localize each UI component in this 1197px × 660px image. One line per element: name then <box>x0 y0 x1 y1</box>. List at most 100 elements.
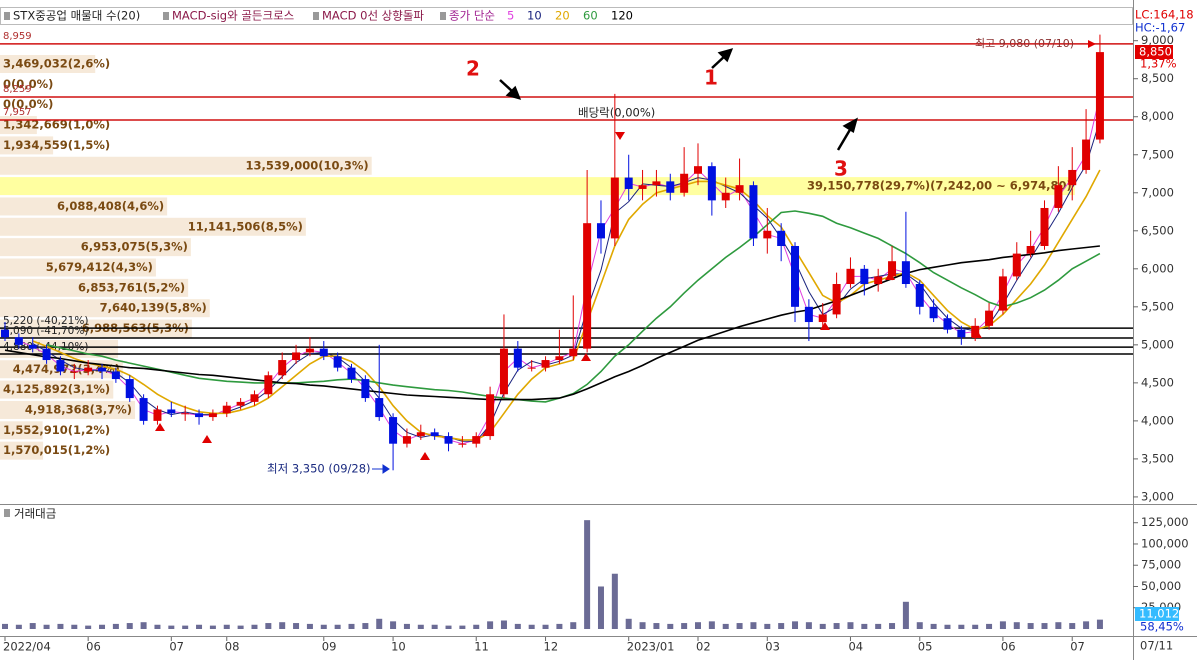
volume-bar <box>99 624 106 629</box>
volume-bar <box>154 624 161 629</box>
candle-body <box>347 367 356 380</box>
signal-up <box>420 452 430 460</box>
candle-body <box>499 348 508 395</box>
candle-body <box>181 413 190 415</box>
volume-bar <box>611 573 618 629</box>
volume-bar <box>833 623 840 629</box>
legend-entry: 10 <box>527 9 542 23</box>
signal-up <box>885 272 895 280</box>
signal-down <box>615 132 625 140</box>
candle-body <box>153 409 162 421</box>
volume-bar <box>168 625 175 629</box>
legend-entry: 5 <box>507 9 514 23</box>
candle-body <box>305 348 314 353</box>
candle-body <box>250 394 259 402</box>
candle-body <box>125 379 134 399</box>
icon <box>4 509 10 517</box>
profile-bar <box>0 441 44 460</box>
profile-bar <box>0 177 1075 196</box>
candle-body <box>513 348 522 368</box>
candle-body <box>777 230 786 246</box>
y-tick-label: 8,000 <box>1141 109 1174 123</box>
volume-bar <box>57 623 64 629</box>
volume-bar <box>528 624 535 629</box>
candle-body <box>389 417 398 444</box>
volume-bar <box>1041 623 1048 629</box>
volume-bar <box>708 621 715 629</box>
y-tick-label: 7,500 <box>1141 147 1174 161</box>
signal-up <box>998 302 1008 310</box>
candle-body <box>943 318 952 330</box>
y-tick-label: 4,500 <box>1141 375 1174 389</box>
x-tick-label: 11 <box>474 640 489 654</box>
volume-bar <box>1027 623 1034 629</box>
volume-bar <box>889 623 896 629</box>
candle-body <box>458 443 467 445</box>
candle-body <box>749 185 758 239</box>
candle-body <box>721 192 730 201</box>
current-change: 1,37% <box>1140 57 1177 71</box>
signal-up <box>581 353 591 361</box>
candle-body <box>846 268 855 285</box>
volume-bar <box>930 623 937 629</box>
volume-bar <box>805 622 812 629</box>
volume-profile: 3,469,032(2,6%) 0(0,0%) 0(0,0%) 1,342,669(1… <box>0 55 1075 460</box>
profile-bar <box>0 217 306 236</box>
volume-bar <box>500 620 507 629</box>
volume-bar <box>667 623 674 629</box>
profile-bar <box>0 197 168 216</box>
arrow-3-head <box>842 117 858 133</box>
volume-box-label: 11,012 <box>1139 607 1179 621</box>
profile-bar <box>0 400 136 419</box>
legend-entry: 60 <box>583 9 598 23</box>
level-label: 5,090 (-41,70%) <box>3 325 88 337</box>
icon <box>163 12 169 20</box>
volume-bar <box>209 625 216 629</box>
volume-bar <box>542 624 549 629</box>
candle-body <box>14 337 23 345</box>
low-arrow-head <box>382 464 390 474</box>
x-tick-label: 06 <box>1001 640 1016 654</box>
candle-body <box>70 371 79 373</box>
y-tick-label: 6,500 <box>1141 223 1174 237</box>
candle-body <box>596 223 605 239</box>
candle-body <box>361 379 370 399</box>
x-tick-label: 2022/04 <box>3 640 51 654</box>
candle-body <box>375 398 384 418</box>
volume-bar <box>487 621 494 629</box>
candle-body <box>236 401 245 406</box>
y-tick-label: 100,000 <box>1141 536 1189 550</box>
volume-bar <box>556 623 563 629</box>
volume-bar <box>265 623 272 629</box>
volume-bar <box>1069 623 1076 629</box>
y-tick-label: 6,000 <box>1141 261 1174 275</box>
high-arrow <box>1088 40 1096 48</box>
volume-bar <box>986 623 993 629</box>
x-tick-label: 2023/01 <box>627 640 675 654</box>
x-tick-label: 05 <box>918 640 933 654</box>
candle-body <box>1012 253 1021 277</box>
volume-bar <box>861 623 868 629</box>
x-tick-label: 06 <box>86 640 101 654</box>
candle-body <box>1 329 9 338</box>
legend-entry: 20 <box>555 9 570 23</box>
volume-bar <box>362 623 369 629</box>
candle-body <box>735 185 744 193</box>
icon <box>4 12 10 20</box>
ma-line <box>4 245 1100 401</box>
ma-label: 종가 단순 <box>449 9 495 23</box>
y-tick-label: 125,000 <box>1141 515 1189 529</box>
trend-arrows <box>499 48 858 151</box>
candle-body <box>1054 185 1063 208</box>
indicator: MACD 0선 상향돌파 <box>322 9 424 23</box>
candle-body <box>278 360 287 376</box>
low-arrow <box>372 464 390 474</box>
price-box <box>1135 45 1173 59</box>
volume-bar <box>29 623 36 629</box>
volume-bar <box>819 623 826 629</box>
y-tick-label: 8,500 <box>1141 71 1174 85</box>
volume-bar <box>944 624 951 629</box>
profile-label: 13,539,000(10,3%) <box>246 158 369 172</box>
x-tick-label: 07 <box>1070 640 1085 654</box>
